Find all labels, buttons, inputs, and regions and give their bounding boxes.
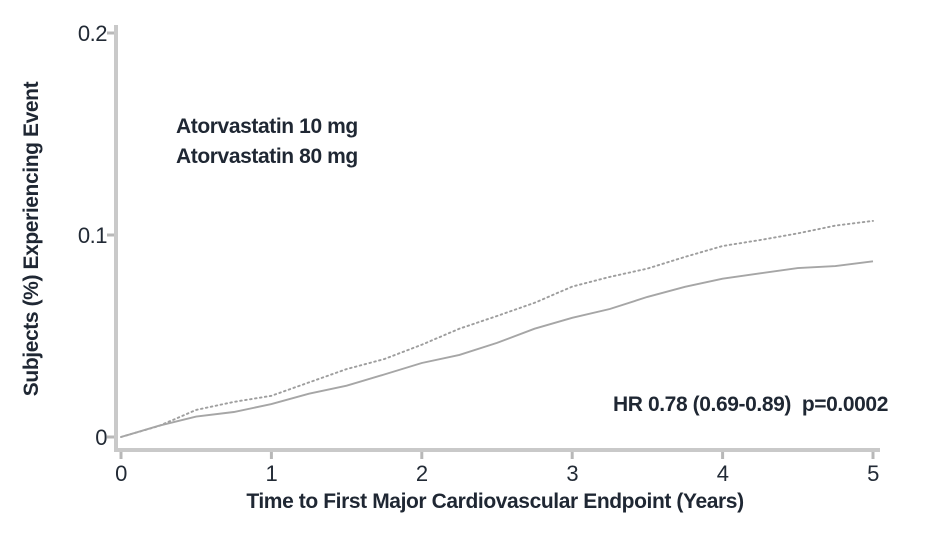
hazard-ratio-annotation: HR 0.78 (0.69-0.89) p=0.0002 (613, 393, 888, 416)
legend-item-atorvastatin-10mg: Atorvastatin 10 mg (176, 115, 358, 138)
y-tick-label: 0 (95, 425, 107, 450)
x-tick-label: 3 (566, 461, 578, 486)
x-tick-label: 1 (266, 461, 278, 486)
x-tick-label: 0 (115, 461, 127, 486)
y-tick-label: 0.1 (78, 223, 107, 248)
x-tick-label: 4 (717, 461, 729, 486)
x-tick-label: 5 (867, 461, 879, 486)
x-tick-label: 2 (416, 461, 428, 486)
x-axis-title: Time to First Major Cardiovascular Endpo… (246, 490, 744, 513)
y-axis-title: Subjects (%) Experiencing Event (20, 81, 43, 397)
legend: Atorvastatin 10 mg Atorvastatin 80 mg (176, 112, 358, 172)
series-curve-atorvastatin-10mg (120, 219, 874, 438)
y-tick-label: 0.2 (78, 21, 107, 46)
legend-item-atorvastatin-80mg: Atorvastatin 80 mg (176, 145, 358, 168)
series-curve-atorvastatin-80mg (120, 260, 874, 438)
